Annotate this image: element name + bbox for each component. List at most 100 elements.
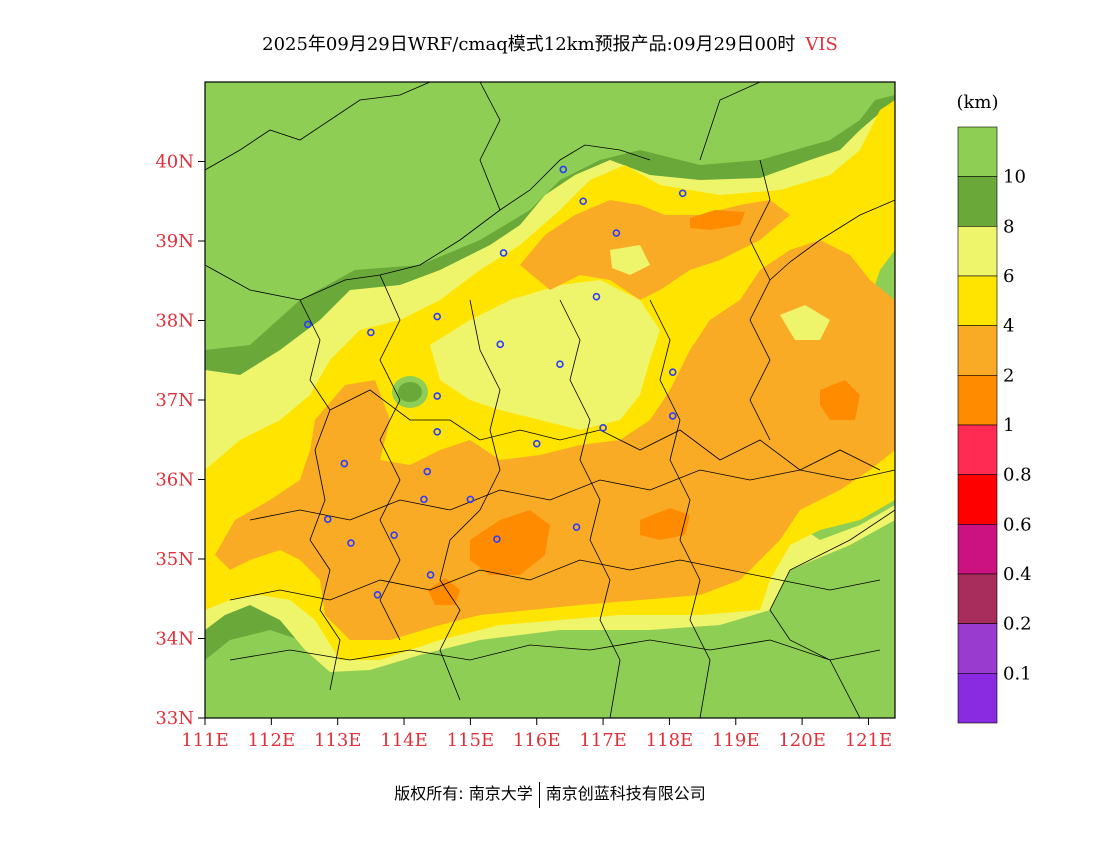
colorbar-swatch [957, 325, 998, 376]
vis-1-2-region [640, 508, 690, 540]
boundary-line [479, 82, 501, 211]
station-marker [599, 424, 607, 432]
boundary-line [699, 82, 761, 161]
station-marker [668, 368, 677, 376]
colorbar-swatch [957, 275, 998, 326]
station-marker [496, 340, 505, 349]
boundary-line [559, 299, 621, 718]
colorbar-swatch [957, 126, 998, 177]
lat-label: 33N [155, 708, 194, 729]
vis-1-2-region [470, 510, 550, 575]
colorbar-swatch [957, 176, 998, 227]
colorbar-label: 6 [1003, 266, 1014, 287]
station-marker [390, 531, 398, 539]
lat-label: 35N [155, 549, 194, 570]
station-marker [493, 535, 501, 543]
copyright-credit: 版权所有: 南京大学 南京创蓝科技有限公司 [0, 780, 1100, 808]
station-marker [466, 495, 475, 504]
title-variable: VIS [805, 34, 838, 55]
colorbar-swatch [957, 424, 998, 475]
station-marker [556, 360, 564, 369]
lon-label: 112E [248, 730, 296, 751]
colorbar-swatch [957, 375, 998, 426]
lon-label: 114E [380, 730, 428, 751]
colorbar-label: 0.2 [1003, 614, 1032, 635]
boundary-line [439, 299, 501, 701]
vis-1-2-region [690, 210, 745, 230]
lat-label: 39N [155, 231, 194, 252]
lon-label: 115E [447, 730, 495, 751]
lon-label: 117E [579, 730, 627, 751]
vis-6-8-inner-region [430, 280, 660, 430]
station-markers [304, 165, 687, 599]
colorbar-legend: 10 8 6 4 2 1 0.8 0.6 0.4 0.2 0.1 (km) [956, 92, 1032, 724]
station-marker [347, 539, 355, 547]
vis-2-4-region [215, 240, 895, 640]
boundary-line [229, 559, 881, 601]
lon-label: 116E [513, 730, 561, 751]
colorbar-label: 1 [1003, 415, 1014, 436]
lat-label: 40N [155, 152, 194, 173]
colorbar-label: 2 [1003, 365, 1014, 386]
station-marker [420, 495, 428, 504]
lat-label: 34N [155, 629, 194, 650]
boundary-line [649, 299, 711, 718]
station-marker [592, 292, 601, 301]
credit-right: 南京创蓝科技有限公司 [545, 784, 706, 803]
visibility-field [205, 82, 895, 718]
lon-label: 111E [181, 730, 229, 751]
colorbar-swatch [957, 623, 998, 674]
station-marker [304, 320, 312, 329]
boundary-line [229, 639, 881, 661]
map-title: 2025年09月29日WRF/cmaq模式12km预报产品:09月29日00时 V… [0, 30, 1100, 56]
credit-left: 版权所有: 南京大学 [394, 784, 533, 803]
station-marker [579, 197, 587, 206]
station-marker [426, 571, 435, 579]
lon-label: 113E [314, 730, 362, 751]
colorbar-label: 0.4 [1003, 564, 1032, 585]
station-marker [499, 249, 508, 257]
station-marker [373, 590, 382, 599]
station-marker [572, 523, 581, 532]
lat-label: 36N [155, 470, 194, 491]
station-marker [559, 165, 568, 174]
lon-label: 121E [845, 730, 893, 751]
colorbar-label: 0.1 [1003, 663, 1032, 684]
boundary-line [249, 469, 895, 521]
colorbar-label: 10 [1003, 167, 1026, 188]
station-marker [433, 392, 442, 400]
colorbar-swatch [957, 226, 998, 277]
station-marker [433, 312, 442, 321]
colorbar-label: 8 [1003, 216, 1014, 237]
vis-6-8-patch [610, 245, 650, 275]
boundary-line [749, 159, 771, 441]
station-marker [678, 189, 687, 198]
lon-label: 120E [778, 730, 826, 751]
vis-8-10-patch [398, 382, 422, 402]
boundary-line [379, 274, 401, 641]
lon-label: 118E [646, 730, 694, 751]
colorbar-swatch [957, 573, 998, 624]
vis-1-2-region [820, 380, 860, 420]
station-marker [423, 467, 432, 476]
colorbar-swatch [957, 673, 998, 724]
credit-separator [538, 781, 540, 808]
lat-label: 38N [155, 311, 194, 332]
station-marker [668, 412, 677, 420]
station-marker [323, 515, 332, 524]
station-marker [433, 427, 442, 436]
boundary-line [299, 299, 341, 691]
coastline [769, 509, 895, 718]
station-marker [340, 459, 349, 468]
station-marker [367, 328, 375, 337]
lon-label: 119E [712, 730, 760, 751]
lat-label: 37N [155, 390, 194, 411]
colorbar-swatch [957, 474, 998, 525]
colorbar-unit: (km) [956, 92, 998, 113]
colorbar-label: 0.6 [1003, 514, 1032, 535]
station-marker [612, 229, 621, 237]
station-marker [532, 439, 541, 448]
vis-6-8-patch [780, 305, 830, 340]
colorbar-swatch [957, 524, 998, 575]
